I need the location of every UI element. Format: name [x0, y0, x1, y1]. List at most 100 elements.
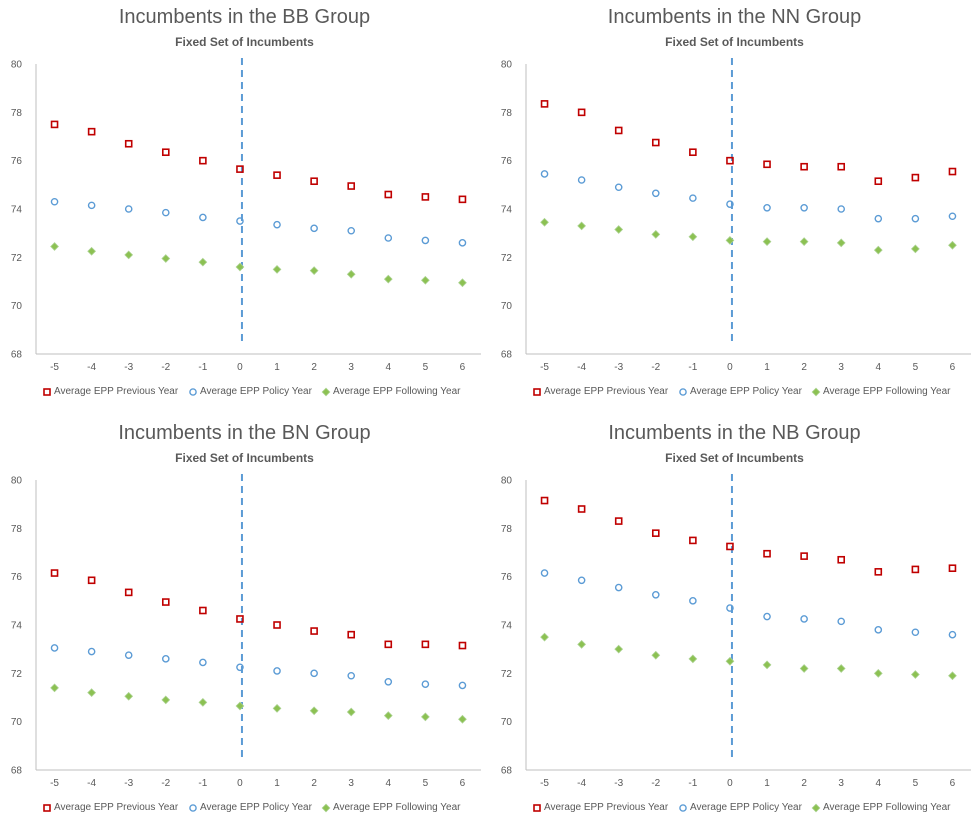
- data-point-following: [383, 711, 393, 720]
- data-point-following: [614, 225, 624, 234]
- data-point-prev: [87, 576, 96, 585]
- data-point-prev: [874, 568, 883, 576]
- legend-marker-policy: [679, 804, 687, 812]
- data-point-prev: [614, 517, 623, 525]
- legend-label: Average EPP Following Year: [333, 386, 461, 397]
- data-point-policy: [689, 194, 697, 202]
- legend-marker-following: [811, 803, 821, 813]
- x-tick-label: -2: [161, 362, 170, 373]
- x-tick-label: -1: [198, 778, 207, 789]
- data-point-prev: [384, 640, 393, 649]
- legend-marker-following: [811, 387, 821, 397]
- data-point-policy: [384, 234, 393, 242]
- x-tick-label: 5: [423, 778, 429, 789]
- x-tick-label: 5: [913, 362, 919, 373]
- chart-legend: Average EPP Previous Year Average EPP Pol…: [490, 385, 979, 401]
- data-point-following: [161, 254, 171, 263]
- data-point-following: [198, 697, 208, 707]
- y-tick-label: 76: [11, 156, 23, 167]
- data-point-following: [161, 695, 171, 705]
- x-tick-label: 3: [838, 778, 844, 789]
- y-tick-label: 78: [11, 108, 23, 119]
- x-tick-label: -1: [688, 362, 697, 373]
- legend-label: Average EPP Previous Year: [54, 386, 179, 397]
- chart-plot: 68 70 72 74 76 78 80 -5 -4 -3 -2 -1 0 1 2 3 4 5 6: [11, 474, 481, 789]
- data-point-prev: [50, 120, 59, 129]
- data-point-prev: [273, 621, 281, 629]
- y-tick-label: 70: [501, 717, 513, 728]
- data-point-policy: [614, 583, 623, 592]
- data-point-following: [309, 266, 319, 275]
- x-tick-label: 4: [876, 362, 882, 373]
- data-point-following: [577, 639, 586, 649]
- data-point-policy: [236, 663, 244, 672]
- data-point-policy: [874, 214, 883, 223]
- x-tick-label: 3: [838, 362, 844, 373]
- data-point-following: [873, 668, 883, 678]
- legend-marker-shape-following: [811, 387, 821, 397]
- chart-legend: Average EPP Previous Year Average EPP Pol…: [490, 801, 979, 817]
- data-point-prev: [310, 627, 318, 635]
- x-tick-label: -1: [688, 778, 697, 789]
- data-point-prev: [651, 529, 660, 537]
- data-point-following: [198, 257, 208, 267]
- x-tick-label: -3: [124, 778, 133, 789]
- legend-marker-shape-following: [811, 803, 821, 813]
- data-point-prev: [347, 630, 356, 639]
- data-point-policy: [124, 651, 133, 660]
- data-point-prev: [124, 588, 133, 597]
- x-tick-label: -4: [577, 362, 586, 373]
- data-point-policy: [273, 220, 281, 229]
- chart-legend: Average EPP Previous Year Average EPP Pol…: [0, 385, 489, 401]
- x-tick-label: -2: [651, 362, 660, 373]
- y-tick-label: 80: [501, 476, 513, 487]
- x-tick-label: -4: [577, 778, 586, 789]
- data-point-prev: [874, 177, 883, 186]
- data-point-prev: [161, 598, 170, 606]
- x-tick-label: -5: [540, 362, 549, 373]
- data-point-policy: [763, 203, 771, 212]
- data-point-policy: [540, 569, 549, 577]
- y-tick-label: 80: [501, 60, 513, 71]
- chart-subtitle: Fixed Set of Incumbents: [175, 35, 314, 49]
- data-point-following: [873, 245, 883, 255]
- x-tick-label: 6: [950, 362, 956, 373]
- data-point-policy: [161, 655, 170, 663]
- legend-label: Average EPP Following Year: [333, 802, 461, 813]
- data-point-policy: [161, 208, 170, 217]
- legend-label: Average EPP Previous Year: [544, 386, 669, 397]
- x-tick-label: -3: [614, 778, 623, 789]
- legend-marker-prev: [533, 388, 541, 396]
- y-tick-label: 70: [501, 301, 513, 312]
- chart-panel-bb: 68 70 72 74 76 78 80 -5 -4 -3 -2 -1 0 1 2 3 4 5 6 Incumben…: [0, 0, 489, 407]
- x-tick-label: 6: [950, 778, 956, 789]
- y-tick-label: 78: [501, 524, 513, 535]
- chart-legend: Average EPP Previous Year Average EPP Pol…: [0, 801, 489, 817]
- data-point-prev: [689, 536, 697, 545]
- data-point-following: [614, 644, 624, 654]
- legend-marker-shape-prev: [43, 388, 51, 396]
- data-point-prev: [273, 171, 281, 179]
- data-point-following: [688, 654, 698, 664]
- legend-marker-shape-policy: [679, 804, 687, 812]
- data-point-prev: [161, 148, 170, 157]
- data-point-prev: [384, 190, 393, 199]
- data-point-prev: [347, 182, 356, 190]
- data-point-following: [421, 275, 430, 285]
- y-tick-label: 76: [501, 156, 513, 167]
- x-tick-label: 4: [386, 778, 392, 789]
- data-point-prev: [540, 100, 549, 108]
- x-tick-label: 2: [801, 778, 807, 789]
- data-point-prev: [577, 505, 586, 513]
- data-point-policy: [199, 213, 207, 222]
- y-tick-label: 68: [501, 350, 513, 361]
- data-point-policy: [236, 217, 244, 225]
- data-point-following: [762, 660, 772, 670]
- y-tick-label: 70: [11, 301, 23, 312]
- x-tick-label: 2: [311, 362, 317, 373]
- data-point-policy: [87, 647, 96, 656]
- data-point-policy: [800, 203, 808, 212]
- data-point-following: [799, 237, 809, 246]
- x-tick-label: -2: [651, 778, 660, 789]
- x-tick-label: -3: [124, 362, 133, 373]
